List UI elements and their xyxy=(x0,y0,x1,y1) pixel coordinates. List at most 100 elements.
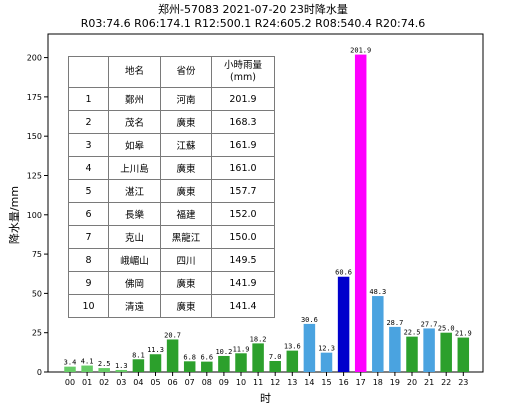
x-tick-label: 07 xyxy=(185,378,195,387)
y-tick-label: 0 xyxy=(37,368,42,377)
bar xyxy=(372,296,384,372)
x-tick-label: 01 xyxy=(82,378,92,387)
table-row: 6 長樂 福建 152.0 xyxy=(68,202,275,226)
y-tick-label: 75 xyxy=(32,250,42,259)
bar xyxy=(286,350,299,372)
table-row: 9 佛岡 廣東 141.9 xyxy=(68,271,275,295)
bar-value-label: 30.6 xyxy=(301,316,318,324)
plot-frame xyxy=(47,33,484,373)
place-cell: 如皋 xyxy=(108,133,161,157)
x-tick-label: 03 xyxy=(116,378,126,387)
y-tick-label: 100 xyxy=(27,211,42,220)
rainfall-cell: 149.5 xyxy=(211,248,275,272)
table-row: 2 茂名 廣東 168.3 xyxy=(68,110,275,134)
x-tick-label: 02 xyxy=(99,378,109,387)
province-cell: 江蘇 xyxy=(160,133,212,157)
bar xyxy=(389,326,401,372)
bar-value-label: 20.7 xyxy=(164,331,181,339)
bar xyxy=(98,368,110,372)
bar-value-label: 25.0 xyxy=(438,325,455,333)
bar-value-label: 48.3 xyxy=(369,288,386,296)
province-cell: 廣東 xyxy=(160,294,212,318)
bar xyxy=(235,353,247,372)
bar xyxy=(149,354,162,372)
header-place: 地名 xyxy=(108,56,161,88)
bar xyxy=(423,328,435,372)
chart-subtitle: R03:74.6 R06:174.1 R12:500.1 R24:605.2 R… xyxy=(80,17,426,30)
rainfall-cell: 161.9 xyxy=(211,133,275,157)
x-tick-label: 11 xyxy=(253,378,263,387)
y-axis-label: 降水量/mm xyxy=(7,186,21,244)
rank-cell: 1 xyxy=(68,87,109,111)
place-cell: 清遠 xyxy=(108,294,161,318)
province-cell: 廣東 xyxy=(160,156,212,180)
bar-value-label: 22.5 xyxy=(404,329,421,337)
place-cell: 峨嵋山 xyxy=(108,248,161,272)
y-tick-label: 175 xyxy=(27,93,42,102)
x-tick-label: 05 xyxy=(150,378,160,387)
x-tick-label: 19 xyxy=(390,378,400,387)
rainfall-cell: 201.9 xyxy=(211,87,275,111)
y-tick-label: 200 xyxy=(27,54,42,63)
rainfall-cell: 152.0 xyxy=(211,202,275,226)
rainfall-cell: 141.4 xyxy=(211,294,275,318)
x-tick-label: 16 xyxy=(339,378,349,387)
province-cell: 廣東 xyxy=(160,271,212,295)
province-cell: 廣東 xyxy=(160,110,212,134)
table-row: 1 鄭州 河南 201.9 xyxy=(68,87,275,111)
bar xyxy=(132,359,145,372)
bar xyxy=(218,355,230,372)
ranking-header-row: 地名 省份 小時雨量 (mm) xyxy=(68,56,275,88)
rank-cell: 5 xyxy=(68,179,109,203)
x-tick-label: 17 xyxy=(356,378,366,387)
x-tick-label: 12 xyxy=(270,378,280,387)
bar-value-label: 8.1 xyxy=(132,351,145,359)
y-tick-label: 150 xyxy=(27,132,42,141)
place-cell: 茂名 xyxy=(108,110,161,134)
rank-cell: 6 xyxy=(68,202,109,226)
bar-value-label: 27.7 xyxy=(421,320,438,328)
place-cell: 鄭州 xyxy=(108,87,161,111)
x-tick-label: 04 xyxy=(133,378,143,387)
bar-value-label: 11.9 xyxy=(233,345,250,353)
province-cell: 廣東 xyxy=(160,179,212,203)
place-cell: 佛岡 xyxy=(108,271,161,295)
table-row: 3 如皋 江蘇 161.9 xyxy=(68,133,275,157)
header-rank xyxy=(68,56,109,88)
bar-value-label: 60.6 xyxy=(335,269,352,277)
bar xyxy=(252,343,264,372)
bar-value-label: 201.9 xyxy=(350,47,371,55)
rank-cell: 9 xyxy=(68,271,109,295)
bar xyxy=(81,365,93,372)
rainfall-cell: 157.7 xyxy=(211,179,275,203)
province-cell: 四川 xyxy=(160,248,212,272)
rank-cell: 4 xyxy=(68,156,109,180)
place-cell: 長樂 xyxy=(108,202,161,226)
bar xyxy=(320,352,333,372)
province-cell: 福建 xyxy=(160,202,212,226)
bar xyxy=(406,336,418,372)
x-tick-label: 15 xyxy=(321,378,331,387)
bar-value-label: 11.3 xyxy=(147,346,164,354)
y-tick-label: 50 xyxy=(32,289,42,298)
x-tick-label: 13 xyxy=(287,378,297,387)
table-row: 7 克山 黑龍江 150.0 xyxy=(68,225,275,249)
table-row: 5 湛江 廣東 157.7 xyxy=(68,179,275,203)
chart-title: 郑州-57083 2021-07-20 23时降水量 xyxy=(158,3,348,16)
y-axis-label-text: 降水量/mm xyxy=(7,186,21,244)
rank-cell: 10 xyxy=(68,294,109,318)
header-province: 省份 xyxy=(160,56,212,88)
x-tick-label: 21 xyxy=(424,378,434,387)
x-tick-label: 20 xyxy=(407,378,417,387)
x-tick-label: 09 xyxy=(219,378,229,387)
bar xyxy=(457,337,470,372)
table-row: 4 上川島 廣東 161.0 xyxy=(68,156,275,180)
bar-value-label: 28.7 xyxy=(386,319,403,327)
x-axis-label: 时 xyxy=(260,392,271,405)
x-tick-label: 08 xyxy=(202,378,212,387)
bar-value-label: 18.2 xyxy=(250,335,267,343)
table-row: 8 峨嵋山 四川 149.5 xyxy=(68,248,275,272)
bar-value-label: 1.3 xyxy=(115,362,128,370)
province-cell: 黑龍江 xyxy=(160,225,212,249)
